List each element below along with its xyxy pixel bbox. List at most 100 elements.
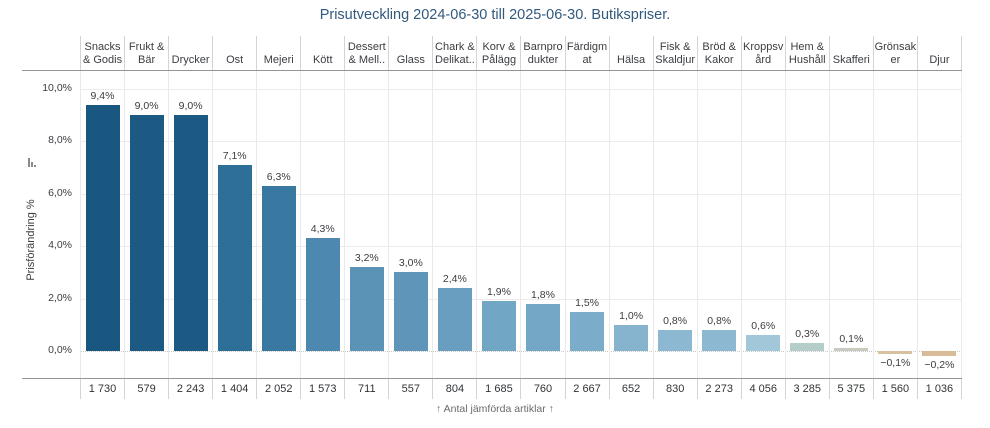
y-tick-label: 4,0% (48, 239, 72, 252)
category-header-line: Skaldjur (655, 54, 695, 66)
bar[interactable] (437, 288, 472, 351)
plot-column: 7,1% (212, 71, 256, 378)
plot-column: 2,4% (432, 71, 476, 378)
category-header[interactable]: Kroppsv ård (740, 36, 785, 70)
category-headers: Snacks & Godis Frukt & Bär Drycker Ost Mejeri K… (80, 36, 962, 70)
category-header-line: Kött (312, 54, 333, 66)
bar[interactable] (393, 272, 428, 351)
bar-value-label: 4,3% (310, 223, 335, 236)
category-header[interactable]: Hälsa (608, 36, 653, 70)
category-header-row: Snacks & Godis Frukt & Bär Drycker Ost Mejeri K… (22, 36, 962, 71)
category-header-line: Barnpro (523, 41, 563, 53)
category-header[interactable]: Dessert & Mell.. (344, 36, 388, 70)
article-count-cell: 1 730 (80, 379, 124, 399)
bar[interactable] (349, 267, 384, 351)
category-header[interactable]: Drycker (168, 36, 212, 70)
bar[interactable] (525, 303, 560, 351)
bar[interactable] (658, 330, 693, 351)
bar[interactable] (878, 351, 913, 354)
category-header[interactable]: Chark & Delikat.. (432, 36, 476, 70)
category-header-line: at (582, 54, 592, 66)
plot-column: 9,0% (124, 71, 168, 378)
category-header[interactable]: Färdigm at (564, 36, 609, 70)
article-count-cell: 1 685 (476, 379, 520, 399)
bar-value-label: 1,8% (531, 288, 555, 301)
chart-grid: Snacks & Godis Frukt & Bär Drycker Ost Mejeri K… (22, 36, 962, 399)
bar[interactable] (217, 164, 252, 351)
category-header[interactable]: Grönsak er (872, 36, 917, 70)
bar[interactable] (570, 311, 605, 351)
category-header-line: Glass (396, 54, 425, 66)
plot-column: 0,6% (740, 71, 785, 378)
article-count-cell: 760 (520, 379, 564, 399)
category-header-line: Ost (226, 54, 244, 66)
bar[interactable] (261, 185, 296, 351)
plot-column: 4,3% (300, 71, 344, 378)
plot-column: 0,1% (828, 71, 873, 378)
y-tick-label: 8,0% (48, 134, 72, 147)
article-count-cell: 711 (344, 379, 388, 399)
bar-value-label: 1,5% (575, 296, 599, 309)
bar[interactable] (746, 335, 781, 351)
article-count-cell: 2 243 (168, 379, 212, 399)
category-header[interactable]: Hem & Hushåll (784, 36, 829, 70)
category-header[interactable]: Frukt & Bär (124, 36, 168, 70)
article-count-caption: ↑ Antal jämförda artiklar ↑ (436, 403, 554, 415)
category-header-line: & Mell.. (348, 54, 386, 66)
category-header[interactable]: Kött (300, 36, 344, 70)
bar[interactable] (481, 301, 516, 351)
article-count-cell: 5 375 (828, 379, 873, 399)
bar-value-label: 0,1% (839, 333, 864, 346)
bar-value-label: 0,6% (751, 320, 776, 333)
category-header[interactable]: Mejeri (256, 36, 300, 70)
bar-value-label: −0,2% (924, 359, 955, 372)
category-header-line: Bröd & (702, 41, 736, 53)
bar[interactable] (790, 343, 825, 351)
category-header-line: Hem & (790, 41, 825, 53)
bar[interactable] (922, 351, 957, 357)
article-count-row: 1 730 579 2 243 1 404 2 052 1 573 711 557 804 1 6… (22, 379, 962, 399)
bar-value-label: 0,3% (795, 328, 820, 341)
article-count-cell: 1 573 (300, 379, 344, 399)
category-header[interactable]: Fisk & Skaldjur (652, 36, 697, 70)
category-header[interactable]: Djur (916, 36, 962, 70)
bar[interactable] (305, 238, 340, 351)
y-tick-label: 6,0% (48, 186, 72, 199)
plot-column: 1,5% (564, 71, 609, 378)
category-header-line: Färdigm (566, 41, 608, 53)
category-header[interactable]: Glass (388, 36, 432, 70)
bar-value-label: 3,0% (398, 257, 423, 270)
bar[interactable] (702, 330, 737, 351)
plot-column: 3,2% (344, 71, 388, 378)
plot-column: 1,0% (608, 71, 653, 378)
article-count-cell: 4 056 (740, 379, 785, 399)
plot-column: 6,3% (256, 71, 300, 378)
category-header[interactable]: Barnpro dukter (520, 36, 564, 70)
category-header[interactable]: Ost (212, 36, 256, 70)
category-header[interactable]: Korv & Pålägg (476, 36, 520, 70)
axis-gutter (22, 36, 80, 70)
category-header-line: dukter (527, 54, 559, 66)
plot-column: 0,3% (784, 71, 829, 378)
bar[interactable] (614, 324, 649, 351)
bar[interactable] (834, 348, 869, 351)
category-header[interactable]: Snacks & Godis (80, 36, 124, 70)
category-header-line: Fisk & (659, 41, 691, 53)
bar[interactable] (129, 115, 164, 351)
category-header[interactable]: Bröd & Kakor (696, 36, 741, 70)
bar[interactable] (85, 104, 120, 351)
sort-descending-icon[interactable] (28, 158, 36, 167)
y-tick-label: 0,0% (48, 344, 72, 356)
article-counts: 1 730 579 2 243 1 404 2 052 1 573 711 557 804 1 6… (80, 379, 962, 399)
bar-value-label: 6,3% (266, 170, 291, 183)
bar-value-label: 0,8% (707, 315, 732, 328)
plot-column: 3,0% (388, 71, 432, 378)
y-tick-label: 2,0% (48, 291, 72, 304)
bar[interactable] (173, 115, 208, 351)
article-count-cell: 804 (432, 379, 476, 399)
category-header[interactable]: Skafferi (828, 36, 873, 70)
category-header-line: Skafferi (832, 54, 870, 66)
article-count-cell: 2 273 (696, 379, 741, 399)
category-header-line: Snacks (84, 41, 121, 53)
bar-value-label: 9,0% (178, 100, 203, 113)
